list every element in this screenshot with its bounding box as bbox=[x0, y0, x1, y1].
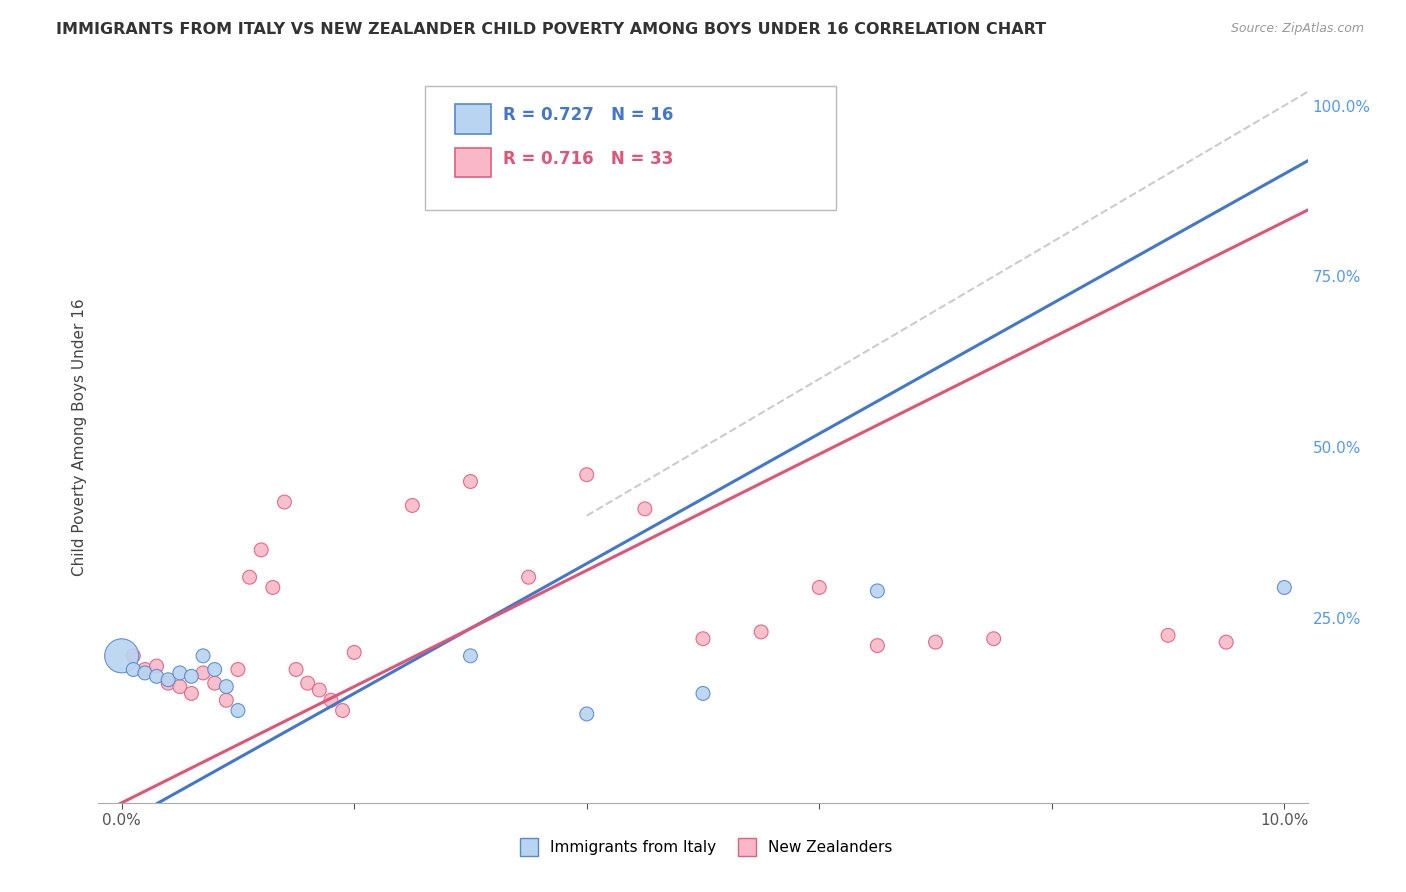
Point bbox=[808, 581, 831, 595]
Point bbox=[285, 663, 308, 677]
Point bbox=[692, 686, 714, 700]
Point bbox=[924, 635, 946, 649]
FancyBboxPatch shape bbox=[456, 148, 492, 178]
Point bbox=[204, 676, 226, 690]
Point bbox=[180, 686, 202, 700]
Text: Source: ZipAtlas.com: Source: ZipAtlas.com bbox=[1230, 22, 1364, 36]
FancyBboxPatch shape bbox=[425, 86, 837, 211]
Point bbox=[215, 680, 238, 694]
Point bbox=[169, 665, 191, 680]
Point bbox=[634, 501, 657, 516]
Point bbox=[866, 639, 889, 653]
Point bbox=[983, 632, 1005, 646]
Text: R = 0.727   N = 16: R = 0.727 N = 16 bbox=[503, 106, 673, 124]
Point bbox=[250, 542, 273, 557]
Point bbox=[122, 663, 145, 677]
Point bbox=[122, 648, 145, 663]
Point bbox=[297, 676, 319, 690]
Point bbox=[517, 570, 540, 584]
Point bbox=[226, 704, 249, 718]
Point bbox=[273, 495, 295, 509]
Point bbox=[134, 665, 156, 680]
Point bbox=[319, 693, 342, 707]
Point bbox=[226, 663, 249, 677]
Point bbox=[157, 676, 180, 690]
Point bbox=[343, 645, 366, 659]
Point bbox=[575, 467, 598, 482]
Text: IMMIGRANTS FROM ITALY VS NEW ZEALANDER CHILD POVERTY AMONG BOYS UNDER 16 CORRELA: IMMIGRANTS FROM ITALY VS NEW ZEALANDER C… bbox=[56, 22, 1046, 37]
Point bbox=[1157, 628, 1180, 642]
Point bbox=[215, 693, 238, 707]
Point bbox=[145, 669, 167, 683]
Point bbox=[749, 624, 772, 639]
Y-axis label: Child Poverty Among Boys Under 16: Child Poverty Among Boys Under 16 bbox=[72, 298, 87, 576]
Point bbox=[169, 680, 191, 694]
Point bbox=[111, 648, 134, 663]
Point bbox=[262, 581, 284, 595]
Point bbox=[866, 583, 889, 598]
FancyBboxPatch shape bbox=[456, 104, 492, 134]
Point bbox=[460, 648, 482, 663]
Point bbox=[1272, 581, 1295, 595]
Point bbox=[191, 648, 214, 663]
Point bbox=[239, 570, 262, 584]
Point bbox=[460, 475, 482, 489]
Point bbox=[575, 706, 598, 721]
Point bbox=[308, 683, 330, 698]
Text: R = 0.716   N = 33: R = 0.716 N = 33 bbox=[503, 150, 673, 168]
Point bbox=[134, 663, 156, 677]
Point bbox=[157, 673, 180, 687]
Point bbox=[191, 665, 214, 680]
Point bbox=[180, 669, 202, 683]
Point bbox=[332, 704, 354, 718]
Point bbox=[204, 663, 226, 677]
Point bbox=[145, 659, 167, 673]
Point bbox=[401, 499, 423, 513]
Point bbox=[1215, 635, 1237, 649]
Point bbox=[692, 632, 714, 646]
Legend: Immigrants from Italy, New Zealanders: Immigrants from Italy, New Zealanders bbox=[508, 834, 898, 861]
